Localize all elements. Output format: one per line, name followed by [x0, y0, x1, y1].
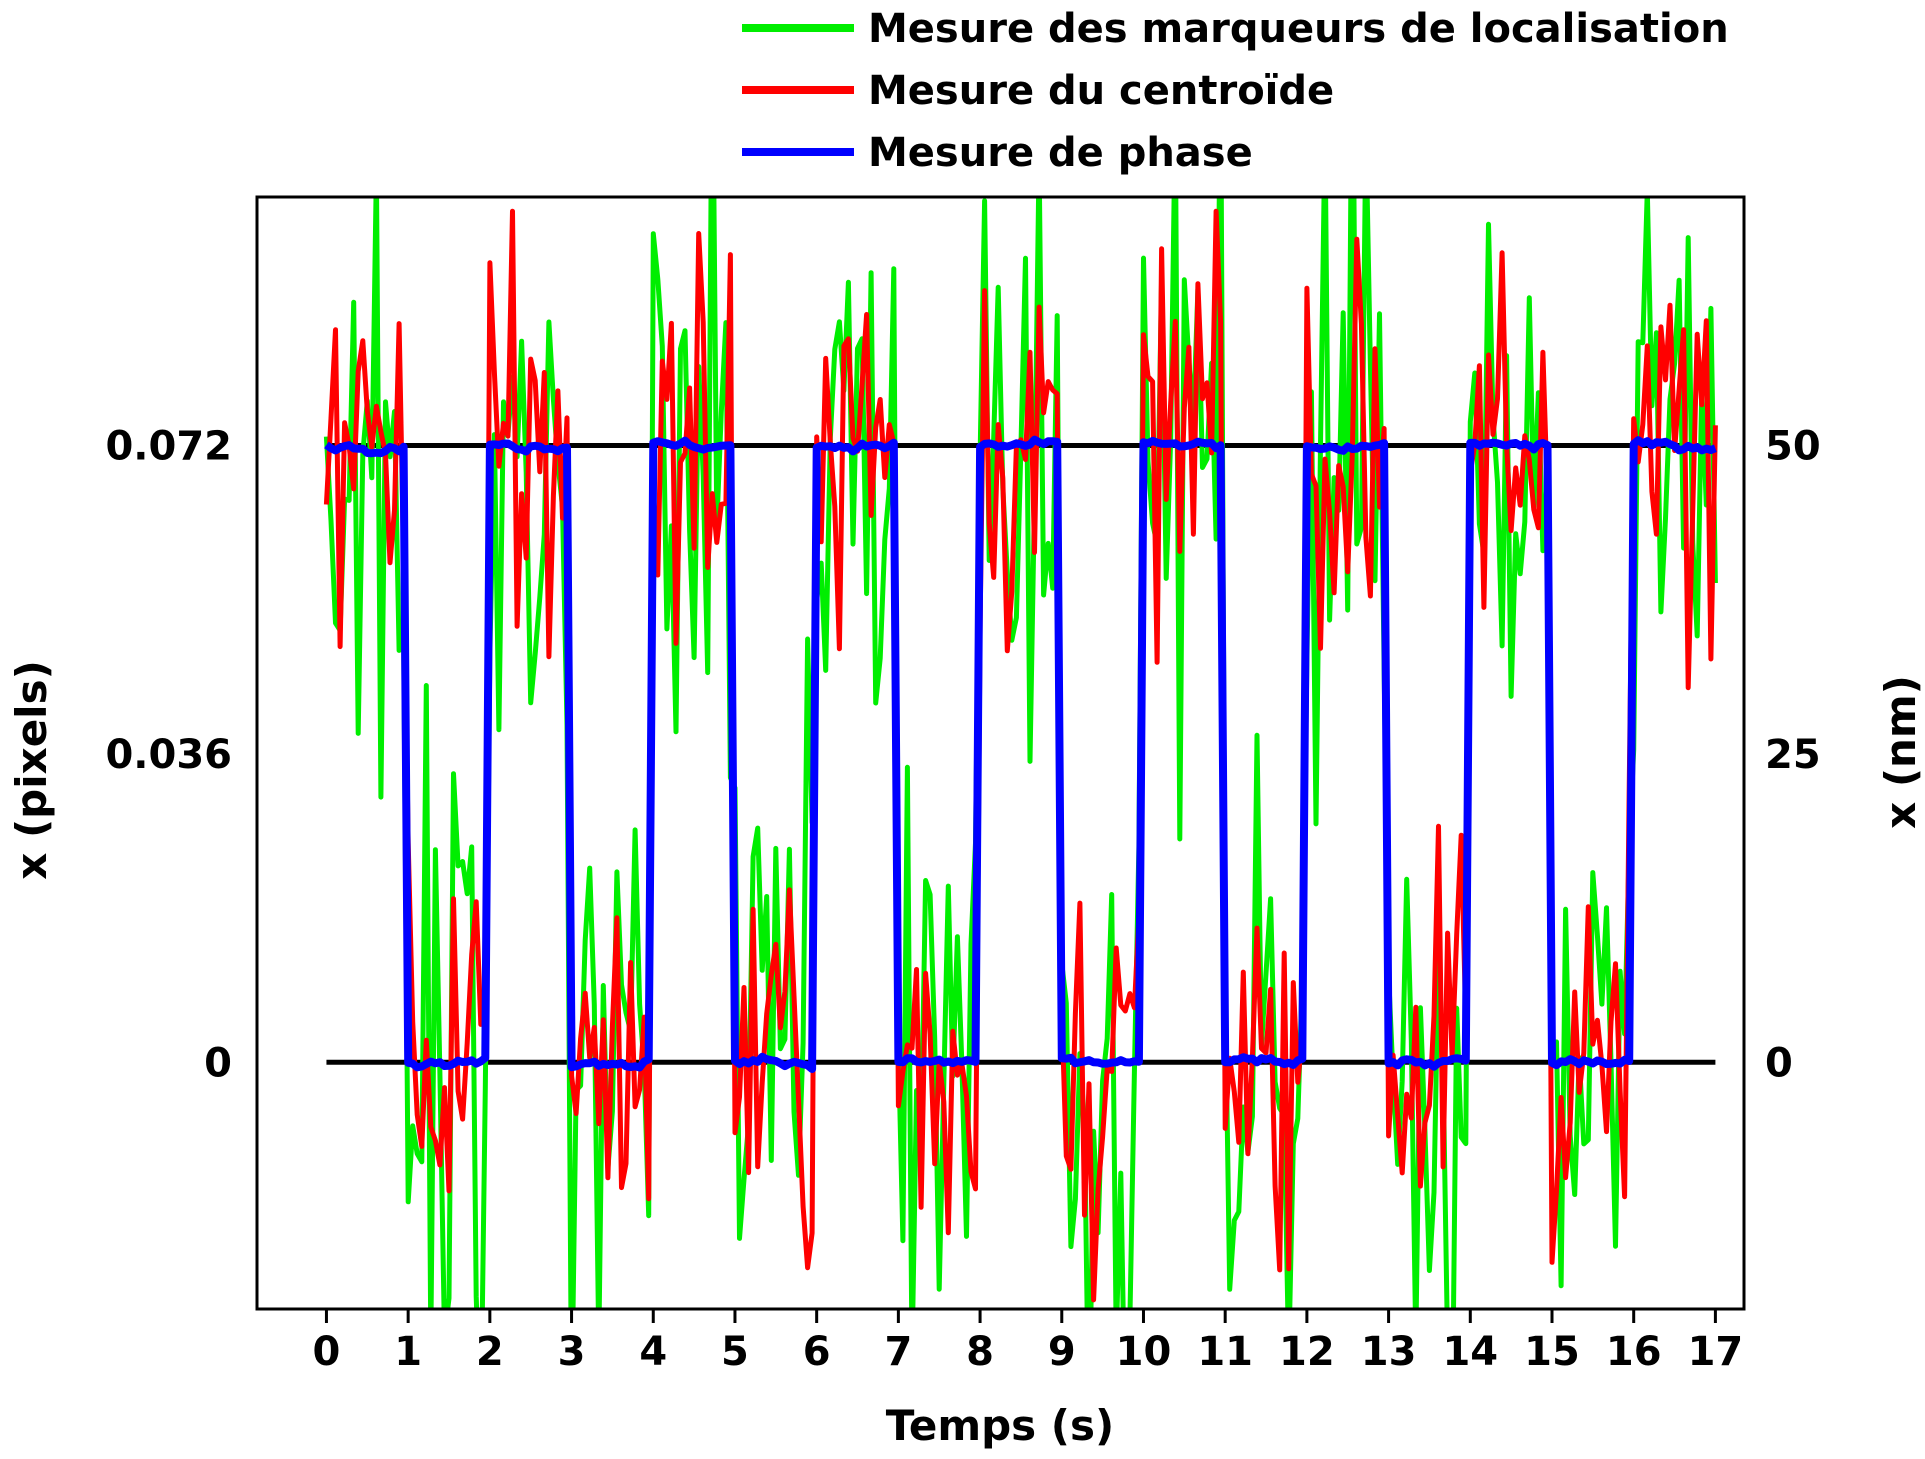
x-tick-label: 7: [884, 1329, 912, 1375]
x-tick-label: 6: [803, 1329, 831, 1375]
series-line-3: [324, 435, 1717, 1073]
y-tick-label-right: 50: [1765, 423, 1821, 469]
plot-frame: [255, 195, 1746, 1311]
axis-ticks: 0 1 2 3 4 5 6 7 8 9 10 11 12 13 14 15 16 1700.0360.072025…: [105, 423, 1820, 1375]
y-axis-label-left: x (pixels): [7, 660, 56, 880]
x-tick-label: 17: [1688, 1329, 1744, 1375]
x-tick-label: 9: [1048, 1329, 1076, 1375]
y-tick-label-right: 25: [1765, 732, 1821, 778]
series-layer: [323, 197, 1718, 1309]
y-tick-label-right: 0: [1765, 1040, 1793, 1086]
x-tick-label: 12: [1279, 1329, 1335, 1375]
x-tick-label: 11: [1197, 1329, 1253, 1375]
legend: Mesure des marqueurs de localisation Mesu…: [742, 6, 1729, 176]
x-tick-label: 10: [1116, 1329, 1172, 1375]
y-tick-label-left: 0: [204, 1040, 232, 1086]
legend-label-3: Mesure de phase: [868, 130, 1253, 176]
legend-label-1: Mesure des marqueurs de localisation: [868, 6, 1729, 52]
x-tick-label: 2: [476, 1329, 504, 1375]
y-tick-label-left: 0.072: [105, 423, 232, 469]
x-tick-label: 4: [639, 1329, 667, 1375]
x-tick-label: 13: [1361, 1329, 1417, 1375]
x-tick-label: 8: [966, 1329, 994, 1375]
legend-label-2: Mesure du centroïde: [868, 68, 1334, 114]
x-tick-label: 0: [313, 1329, 341, 1375]
x-tick-label: 3: [558, 1329, 586, 1375]
x-tick-label: 14: [1442, 1329, 1498, 1375]
series-line-2: [323, 208, 1718, 1303]
x-tick-label: 1: [394, 1329, 422, 1375]
y-tick-label-left: 0.036: [105, 732, 232, 778]
x-tick-label: 16: [1606, 1329, 1662, 1375]
y-axis-label-right: x (nm): [1876, 675, 1925, 829]
x-tick-label: 5: [721, 1329, 749, 1375]
x-axis-label: Temps (s): [886, 1401, 1114, 1450]
x-tick-label: 15: [1524, 1329, 1580, 1375]
